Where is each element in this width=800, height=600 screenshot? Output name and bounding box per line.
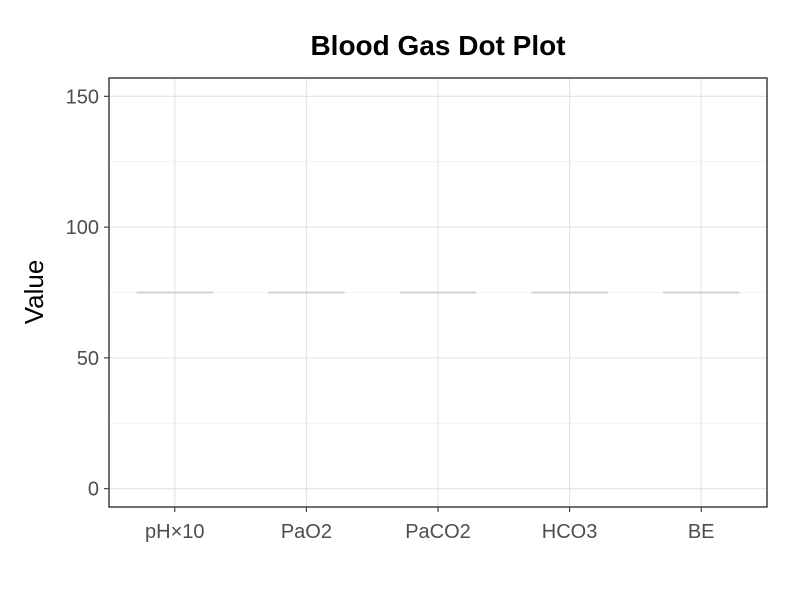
x-tick-label: BE — [688, 521, 715, 543]
y-tick-label: 100 — [66, 217, 99, 239]
axis-layer: 0 50 100 150 pH×10 PaO2 PaCO2 HCO3 BE — [66, 86, 715, 543]
y-tick-label: 0 — [88, 479, 99, 501]
y-axis-label: Value — [19, 260, 49, 325]
x-tick-label: PaCO2 — [405, 521, 471, 543]
y-tick-label: 50 — [77, 348, 99, 370]
y-tick-label: 150 — [66, 86, 99, 108]
x-tick-label: pH×10 — [145, 521, 205, 543]
x-tick-label: PaO2 — [281, 521, 332, 543]
x-tick-label: HCO3 — [542, 521, 598, 543]
chart-title: Blood Gas Dot Plot — [310, 30, 565, 61]
grid-layer — [109, 78, 767, 507]
